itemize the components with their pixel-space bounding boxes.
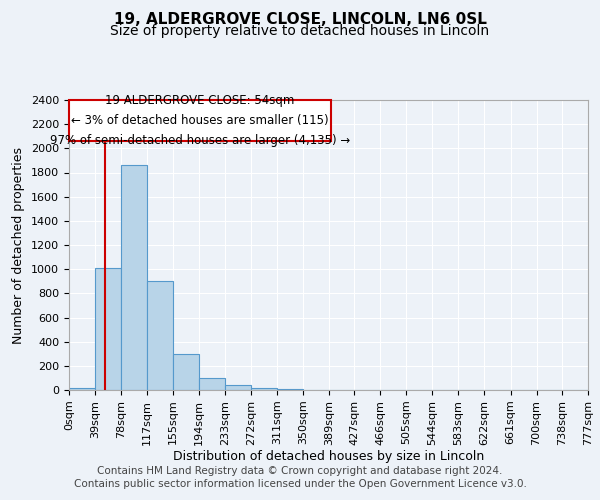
Bar — [95, 268, 121, 390]
Bar — [173, 354, 199, 390]
Text: 19, ALDERGROVE CLOSE, LINCOLN, LN6 0SL: 19, ALDERGROVE CLOSE, LINCOLN, LN6 0SL — [113, 12, 487, 28]
Text: Size of property relative to detached houses in Lincoln: Size of property relative to detached ho… — [110, 24, 490, 38]
FancyBboxPatch shape — [69, 100, 331, 141]
Bar — [147, 281, 173, 390]
X-axis label: Distribution of detached houses by size in Lincoln: Distribution of detached houses by size … — [173, 450, 484, 464]
Bar — [224, 384, 251, 390]
Text: Contains HM Land Registry data © Crown copyright and database right 2024.: Contains HM Land Registry data © Crown c… — [97, 466, 503, 476]
Bar — [199, 378, 224, 390]
Bar — [121, 165, 147, 390]
Bar — [69, 388, 95, 390]
Text: 19 ALDERGROVE CLOSE: 54sqm
← 3% of detached houses are smaller (115)
97% of semi: 19 ALDERGROVE CLOSE: 54sqm ← 3% of detac… — [50, 94, 350, 147]
Bar — [251, 388, 277, 390]
Text: Contains public sector information licensed under the Open Government Licence v3: Contains public sector information licen… — [74, 479, 526, 489]
Y-axis label: Number of detached properties: Number of detached properties — [13, 146, 25, 344]
